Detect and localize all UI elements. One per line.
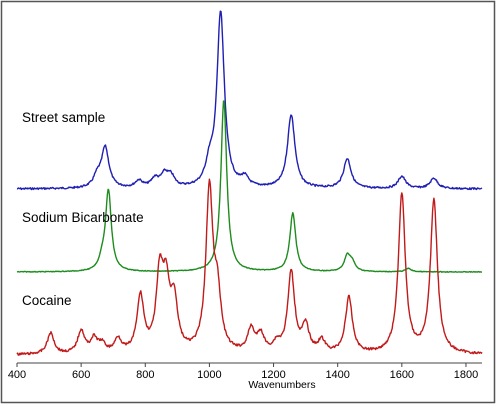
series-label-sodium-bicarbonate: Sodium Bicarbonate bbox=[22, 210, 144, 225]
series-group bbox=[16, 10, 483, 356]
x-tick-label: 1800 bbox=[454, 369, 478, 381]
series-label-street-sample: Street sample bbox=[22, 110, 105, 125]
x-tick-label: 800 bbox=[136, 369, 154, 381]
series-line-sodium-bicarbonate bbox=[16, 100, 483, 273]
x-tick-label: 1400 bbox=[325, 369, 349, 381]
series-label-cocaine: Cocaine bbox=[22, 293, 72, 308]
x-tick-label: 600 bbox=[72, 369, 90, 381]
x-tick-label: 1000 bbox=[197, 369, 221, 381]
x-tick-label: 1600 bbox=[390, 369, 414, 381]
series-line-cocaine bbox=[16, 178, 483, 356]
x-axis-label: Wavenumbers bbox=[248, 379, 315, 391]
series-labels: Street sample Sodium Bicarbonate Cocaine bbox=[22, 110, 144, 308]
x-tick-label: 400 bbox=[8, 369, 26, 381]
x-ticks: 400 600 800 1000 1200 1400 1600 1800 bbox=[8, 363, 478, 381]
x-tick-label: 1200 bbox=[261, 369, 285, 381]
series-line-street-sample bbox=[16, 10, 483, 191]
